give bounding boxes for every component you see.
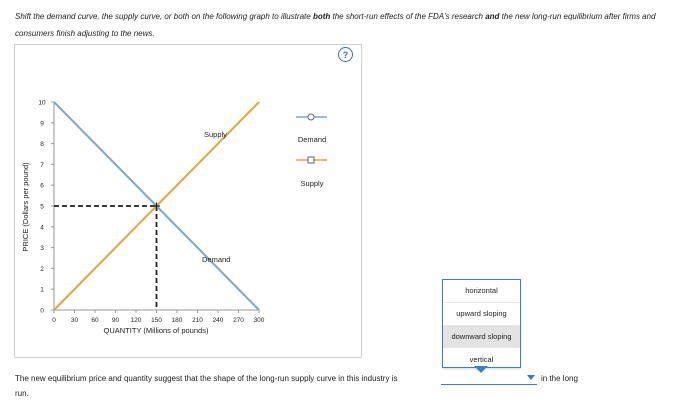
supply-shape-dropdown[interactable] (441, 370, 537, 385)
demand-tool-label: Demand (298, 135, 326, 144)
y-tick-label: 8 (40, 141, 44, 148)
option-downward-sloping[interactable]: downward sloping (443, 325, 520, 349)
question-run-text: run. (15, 389, 29, 398)
y-axis-label: PRICE (Dollars per pound) (21, 162, 30, 252)
x-tick-label: 30 (71, 317, 79, 324)
dropdown-menu: horizontal upward sloping downward slopi… (442, 279, 521, 368)
graph-panel (14, 44, 362, 358)
option-vertical[interactable]: vertical (469, 354, 494, 364)
x-axis-label: QUANTITY (Millions of pounds) (104, 326, 209, 335)
chevron-down-icon (527, 375, 535, 380)
y-tick-label: 7 (40, 162, 44, 169)
y-tick-label: 9 (40, 120, 44, 127)
supply-curve-label: Supply (204, 130, 227, 139)
supply-tool-label: Supply (301, 179, 324, 188)
y-tick-label: 1 (40, 287, 44, 294)
x-tick-label: 0 (52, 317, 56, 324)
instructions-text: Shift the demand curve, the supply curve… (15, 12, 656, 38)
x-tick-label: 210 (192, 317, 203, 324)
y-tick-label: 10 (38, 100, 46, 107)
y-tick-label: 0 (40, 308, 44, 315)
x-tick-label: 300 (254, 317, 265, 324)
help-icon[interactable]: ? (338, 47, 353, 62)
y-tick-label: 5 (40, 204, 44, 211)
dropdown-pointer (474, 366, 488, 373)
question-text: The new equilibrium price and quantity s… (15, 374, 398, 383)
y-tick-label: 6 (40, 183, 44, 190)
supply-tool-icon[interactable] (296, 156, 327, 164)
x-tick-label: 60 (91, 317, 99, 324)
demand-tool-icon[interactable] (296, 113, 327, 121)
demand-curve-label: Demand (202, 255, 230, 264)
x-tick-label: 240 (213, 317, 224, 324)
option-upward-sloping[interactable]: upward sloping (443, 303, 520, 326)
x-tick-label: 120 (131, 317, 142, 324)
y-tick-label: 4 (40, 224, 44, 231)
y-tick-label: 2 (40, 266, 44, 273)
x-tick-label: 180 (172, 317, 183, 324)
option-horizontal[interactable]: horizontal (443, 280, 520, 303)
question-tail-text: in the long (541, 374, 578, 383)
x-tick-label: 270 (233, 317, 244, 324)
x-tick-label: 150 (151, 317, 162, 324)
x-tick-label: 90 (112, 317, 120, 324)
y-tick-label: 3 (40, 245, 44, 252)
